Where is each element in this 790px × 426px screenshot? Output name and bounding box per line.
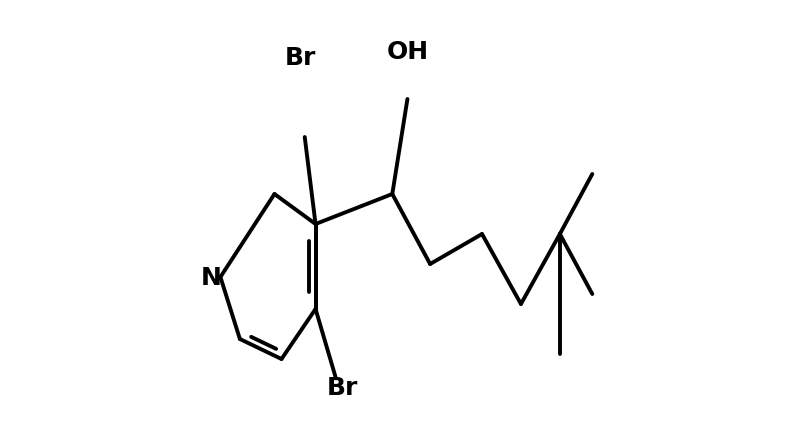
Text: Br: Br: [327, 375, 358, 399]
Text: Br: Br: [284, 46, 316, 70]
Text: OH: OH: [386, 40, 428, 64]
Text: N: N: [201, 265, 222, 289]
